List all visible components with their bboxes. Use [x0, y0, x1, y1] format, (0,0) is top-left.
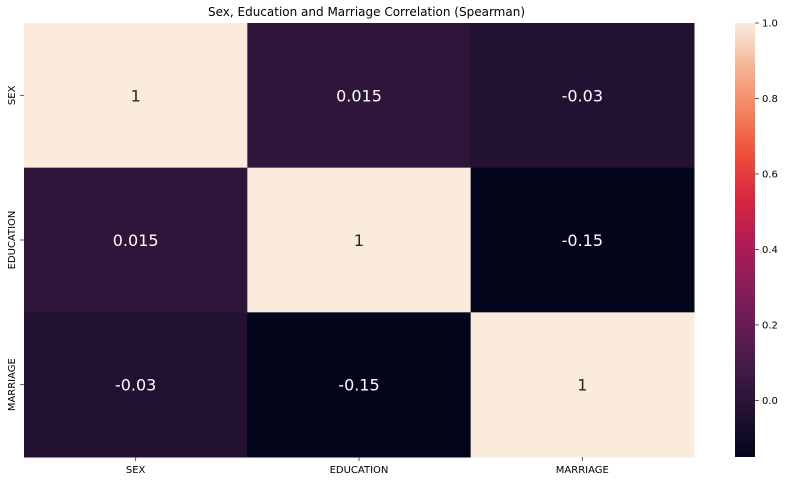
cell-value-label: -0.03	[562, 86, 603, 105]
heatmap-cell	[24, 167, 248, 313]
cell-value-label: 1	[577, 376, 587, 395]
heatmap-cell	[24, 312, 248, 458]
colorbar-tick-label: 0.0	[762, 396, 778, 407]
heatmap-cell	[470, 23, 695, 169]
x-tick-label: MARRIAGE	[556, 465, 609, 476]
cell-value-label: -0.15	[338, 376, 379, 395]
colorbar-tick-label: 0.6	[762, 169, 778, 180]
colorbar-tick-label: 0.4	[762, 245, 778, 256]
y-axis: SEX EDUCATION MARRIAGE	[7, 85, 24, 411]
colorbar: 0.0 0.2 0.4 0.6 0.8 1.0	[735, 19, 778, 457]
heatmap-cell	[247, 167, 472, 313]
x-tick-label: SEX	[126, 465, 146, 476]
y-tick-label: MARRIAGE	[7, 358, 18, 411]
colorbar-tick-label: 0.2	[762, 320, 778, 331]
cell-value-label: 1	[131, 86, 141, 105]
y-tick-label: EDUCATION	[7, 211, 18, 270]
heatmap-cell	[470, 167, 695, 313]
y-tick-label: SEX	[7, 85, 18, 105]
colorbar-tick-label: 1.0	[762, 19, 778, 30]
cell-value-label: 0.015	[113, 231, 159, 250]
heatmap-cell	[470, 312, 695, 458]
cell-value-label: 1	[354, 231, 364, 250]
colorbar-gradient	[735, 23, 755, 457]
heatmap-cell	[247, 23, 472, 169]
heatmap-cells: 1 0.015 -0.03 0.015 1 -0.15 -0.03 -0.15 1	[24, 23, 695, 458]
colorbar-tick-label: 0.8	[762, 94, 778, 105]
heatmap-cell	[24, 23, 248, 169]
heatmap-cell	[247, 312, 472, 458]
cell-value-label: -0.15	[562, 231, 603, 250]
x-tick-label: EDUCATION	[330, 465, 389, 476]
x-axis: SEX EDUCATION MARRIAGE	[126, 457, 609, 476]
cell-value-label: -0.03	[115, 376, 156, 395]
chart-title: Sex, Education and Marriage Correlation …	[208, 5, 525, 19]
cell-value-label: 0.015	[336, 86, 382, 105]
